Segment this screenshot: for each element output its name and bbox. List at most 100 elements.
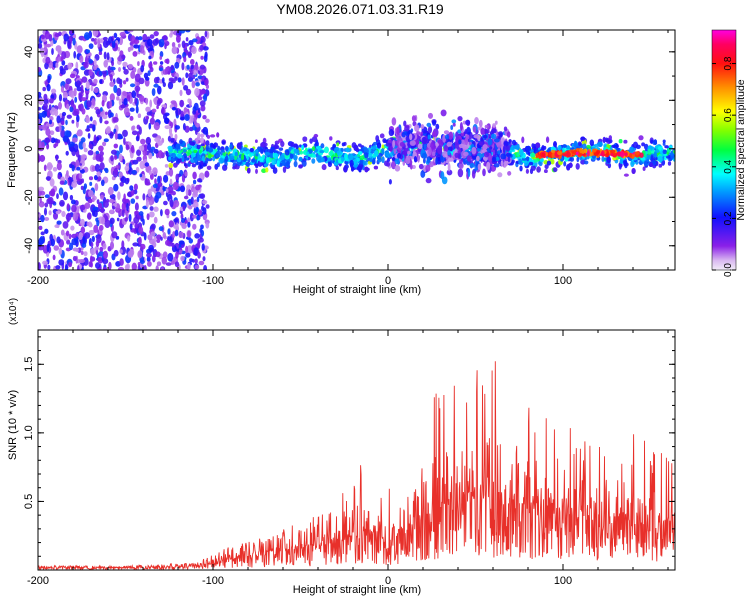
spectrogram-cell [550,158,555,165]
spectrogram-cell [82,142,86,149]
spectrogram-cell [205,118,210,123]
spectrogram-cell [185,188,189,197]
spectrogram-cell [486,161,491,171]
spectrogram-cell [113,84,118,94]
spectrogram-cell [530,165,536,171]
spectrogram-cell [80,84,84,92]
spectrogram-cell [221,140,226,145]
spectrogram-cell [158,67,164,72]
spectrogram-cell [65,150,69,156]
spectrogram-cell [329,136,333,141]
spectrogram-cell [202,162,207,167]
spectrogram-cell [303,150,307,155]
spectrogram-cell [216,162,220,168]
spectrogram-cell [88,59,94,64]
spectrogram-cell [113,167,119,176]
spectrogram-cell [191,46,197,55]
spectrogram-cell [76,45,83,54]
spectrogram-cell [497,172,503,178]
y-tick-label: 1.5 [23,357,35,372]
spectrogram-cell [192,110,197,115]
spectrogram-cell [128,213,132,223]
spectrogram-cell [648,162,654,168]
spectrogram-cell [152,183,158,189]
spectrogram-cell [168,220,174,228]
spectrogram-cell [93,64,98,71]
spectrogram-cell [484,124,489,129]
spectrogram-cell [459,159,463,164]
spectrogram-cell [162,231,167,239]
spectrogram-cell [151,88,156,97]
spectrogram-cell [179,116,185,121]
spectrogram-cell [41,34,45,40]
spectrogram-cell [396,126,400,136]
spectrogram-cell [196,156,202,162]
spectrogram-cell [204,79,209,86]
spectrogram-cell [388,129,394,137]
spectrogram-cell [254,149,259,154]
spectrogram-cell [184,220,188,224]
spectrogram-cell [541,144,545,152]
spectrogram-cell [131,90,137,99]
spectrogram-cell [172,181,179,191]
spectrogram-cell [583,148,588,154]
spectrogram-cell [134,202,139,211]
spectrogram-cell [173,199,180,208]
spectrogram-cell [80,97,87,102]
spectrogram-cell [134,223,139,229]
spectrogram-cell [148,122,152,130]
spectrogram-cell [184,113,190,122]
spectrogram-cell [129,83,136,88]
spectrogram-cell [420,124,425,130]
spectrogram-cell [535,142,541,149]
spectrogram-cell [494,120,498,125]
spectrogram-cell [619,159,623,164]
spectrogram-cell [123,97,128,106]
spectrogram-cell [196,144,201,150]
spectrogram-cell [124,165,130,172]
spectrogram-cell [119,144,123,154]
spectrogram-cell [195,36,201,45]
spectrogram-cell [111,60,115,67]
y-tick-label: 20 [23,94,35,106]
spectrogram-cell [156,104,159,110]
spectrogram-cell [193,102,199,111]
spectrogram-cell [38,42,43,49]
spectrogram-cell [458,139,462,145]
spectrogram-cell [42,260,48,266]
spectrogram-cell [167,186,174,194]
spectrogram-cell [59,68,66,75]
spectrogram-cell [578,141,582,147]
spectrogram-cell [148,170,153,176]
spectrogram-cell [187,221,191,228]
spectrogram-cell [90,37,95,42]
spectrogram-cell [89,181,93,187]
spectrogram-cell [192,223,197,230]
spectrogram-cell [482,144,488,151]
spectrogram-cell [469,163,475,168]
snr-y-multiplier: (x10⁴) [8,298,19,325]
spectrogram-cell [164,125,171,130]
spectrogram-cell [80,250,84,255]
spectrogram-cell [158,226,164,232]
spectrogram-cell [69,242,74,251]
spectrogram-cell [427,134,431,140]
spectrogram-cell [85,116,91,124]
spectrogram-cell [185,88,192,96]
spectrogram-cell [78,140,85,150]
spectrogram-cell [197,240,201,249]
spectrogram-cell [121,240,125,249]
spectrogram-cell [96,219,100,227]
spectrogram-cell [65,78,72,85]
spectrogram-cell [59,180,65,185]
spectrogram-cell [93,134,97,143]
spectrogram-cell [81,178,85,184]
spectrogram-cell [57,174,61,180]
spectrogram-cell [182,122,186,131]
spectrogram-cell [50,238,56,247]
spectrogram-cell [265,157,270,164]
spectrogram-cell [610,149,616,154]
spectrogram-cell [71,204,77,213]
spectrogram-cell [53,245,60,251]
